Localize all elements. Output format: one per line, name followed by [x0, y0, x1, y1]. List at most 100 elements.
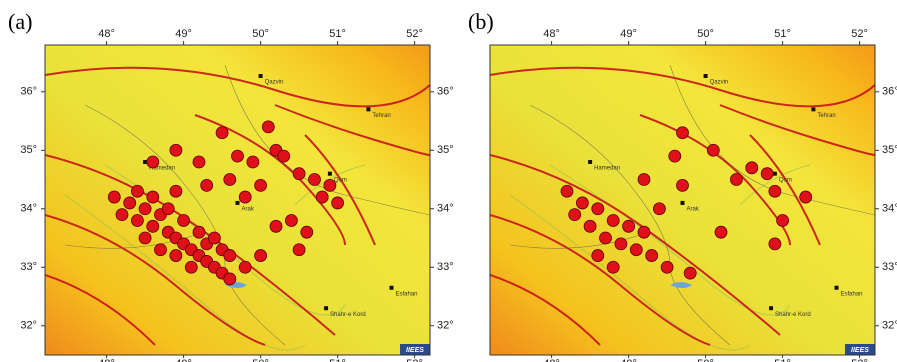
figure: (a) Qazvin Tehran Hamedan Arak Qom Esfahan Shah… — [0, 0, 897, 362]
epicenter — [139, 203, 151, 215]
city-marker — [769, 306, 773, 310]
city-label: Esfahan — [396, 291, 418, 297]
x-tick-label: 49° — [620, 358, 637, 362]
epicenter — [162, 203, 174, 215]
y-tick-label: 34° — [882, 203, 897, 215]
epicenter — [131, 214, 143, 226]
city-label: Qazvin — [265, 80, 284, 86]
epicenter — [185, 261, 197, 273]
epicenter — [653, 203, 665, 215]
panel-label: (b) — [468, 9, 494, 34]
x-tick-label: 52° — [851, 358, 868, 362]
city-label: Shahr-e Kord — [775, 312, 811, 318]
epicenter — [715, 226, 727, 238]
epicenter — [131, 185, 143, 197]
city-label: Qazvin — [710, 80, 729, 86]
epicenter — [224, 174, 236, 186]
epicenter — [124, 197, 136, 209]
x-tick-label: 51° — [329, 358, 346, 362]
epicenter — [309, 174, 321, 186]
epicenter — [316, 191, 328, 203]
city-marker — [259, 74, 263, 78]
epicenter — [155, 244, 167, 256]
y-tick-label: 32° — [882, 320, 897, 332]
epicenter — [301, 226, 313, 238]
x-tick-label: 52° — [406, 358, 423, 362]
city-marker — [366, 107, 370, 111]
y-tick-label: 33° — [20, 261, 37, 273]
x-tick-label: 51° — [329, 28, 346, 40]
city-marker — [811, 107, 815, 111]
epicenter — [255, 179, 267, 191]
city-label: Arak — [687, 207, 700, 213]
city-marker — [324, 306, 328, 310]
epicenter — [569, 209, 581, 221]
basemap — [45, 45, 430, 355]
y-tick-label: 36° — [882, 86, 897, 98]
epicenter — [600, 232, 612, 244]
epicenter — [193, 156, 205, 168]
map-panel: (b)QazvinTehranHamedanArakQomEsfahanShah… — [468, 9, 897, 362]
epicenter — [677, 127, 689, 139]
map-panel: (a)QazvinTehranHamedanArakQomEsfahanShah… — [8, 9, 454, 362]
epicenter — [239, 191, 251, 203]
epicenter — [193, 226, 205, 238]
city-label: Qom — [779, 177, 792, 183]
epicenter — [170, 144, 182, 156]
epicenter — [324, 179, 336, 191]
x-tick-label: 50° — [697, 358, 714, 362]
city-marker — [236, 201, 240, 205]
epicenter — [646, 250, 658, 262]
y-tick-label: 32° — [437, 320, 454, 332]
epicenter — [630, 244, 642, 256]
x-tick-label: 48° — [98, 358, 115, 362]
epicenter — [293, 244, 305, 256]
y-tick-label: 33° — [882, 261, 897, 273]
epicenter — [332, 197, 344, 209]
x-tick-label: 51° — [774, 28, 791, 40]
y-tick-label: 32° — [20, 320, 37, 332]
epicenter — [262, 121, 274, 133]
y-tick-label: 34° — [437, 203, 454, 215]
city-marker — [588, 160, 592, 164]
basemap — [490, 45, 875, 355]
x-tick-label: 48° — [543, 358, 560, 362]
x-tick-label: 48° — [543, 28, 560, 40]
x-tick-label: 48° — [98, 28, 115, 40]
credit: IIEES — [406, 347, 424, 354]
epicenter — [576, 197, 588, 209]
city-label: Qom — [334, 177, 347, 183]
y-tick-label: 33° — [437, 261, 454, 273]
map-area: QazvinTehranHamedanArakQomEsfahanShahr-e… — [490, 45, 875, 355]
epicenter — [638, 226, 650, 238]
epicenter — [147, 220, 159, 232]
epicenter — [278, 150, 290, 162]
epicenter — [677, 179, 689, 191]
epicenter — [584, 220, 596, 232]
epicenter — [116, 209, 128, 221]
city-marker — [704, 74, 708, 78]
city-label: Hamedan — [594, 166, 620, 172]
epicenter — [592, 203, 604, 215]
x-tick-label: 50° — [252, 28, 269, 40]
epicenter — [285, 214, 297, 226]
epicenter — [216, 127, 228, 139]
epicenter — [561, 185, 573, 197]
city-label: Tehran — [372, 113, 390, 119]
epicenter — [684, 267, 696, 279]
y-tick-label: 35° — [882, 144, 897, 156]
panel-label: (a) — [8, 9, 32, 34]
epicenter — [746, 162, 758, 174]
epicenter — [638, 174, 650, 186]
epicenter — [661, 261, 673, 273]
epicenter — [669, 150, 681, 162]
epicenter — [592, 250, 604, 262]
epicenter — [170, 250, 182, 262]
epicenter — [178, 214, 190, 226]
epicenter — [707, 144, 719, 156]
city-marker — [390, 286, 394, 290]
epicenter — [170, 185, 182, 197]
epicenter — [147, 156, 159, 168]
epicenter — [139, 232, 151, 244]
epicenter — [255, 250, 267, 262]
